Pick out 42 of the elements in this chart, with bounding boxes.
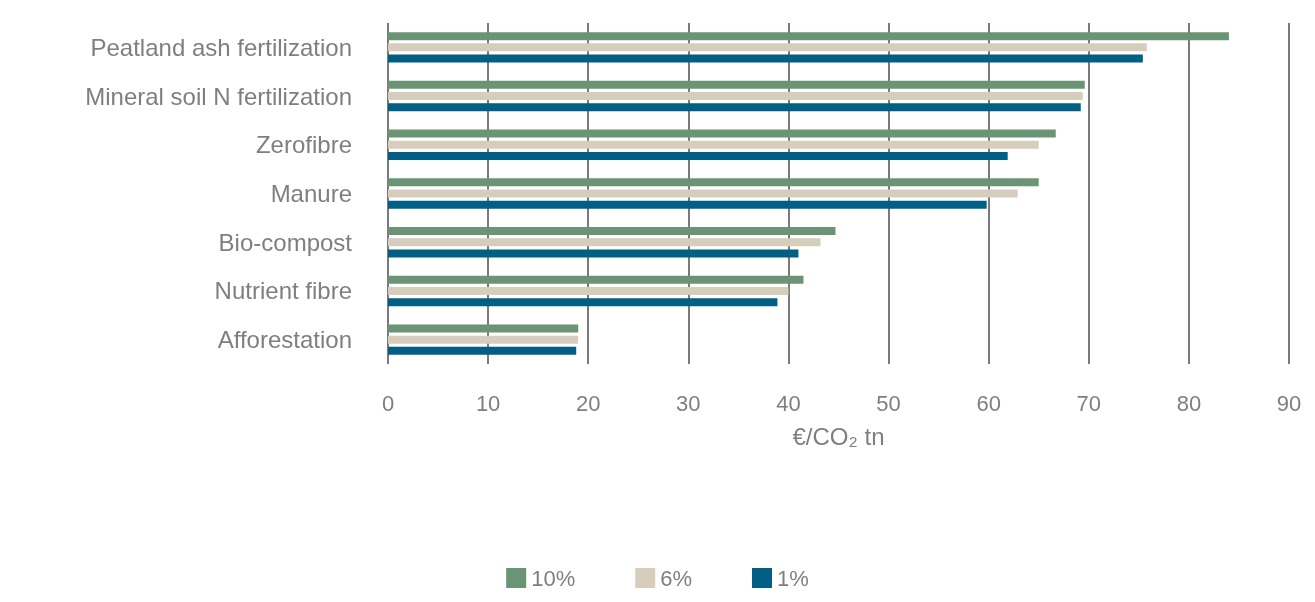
bar xyxy=(388,151,1008,160)
x-tick-label: 20 xyxy=(575,390,601,416)
bar xyxy=(388,238,821,247)
x-tick-label: 80 xyxy=(1176,390,1202,416)
bar xyxy=(388,80,1085,89)
bar xyxy=(388,54,1143,63)
bar xyxy=(388,178,1039,187)
legend-label: 10% xyxy=(531,565,576,591)
x-tick-label: 50 xyxy=(876,390,901,416)
bar xyxy=(388,103,1081,112)
x-tick-label: 0 xyxy=(381,390,395,416)
y-tick-label: Mineral soil N fertilization xyxy=(85,82,352,110)
x-tick-label: 70 xyxy=(1076,390,1102,416)
x-tick-label: 10 xyxy=(475,390,501,416)
bar xyxy=(388,43,1147,52)
y-tick-label: Zerofibre xyxy=(255,131,352,159)
y-tick-label: Bio-compost xyxy=(218,228,353,256)
bar xyxy=(388,189,1018,198)
bar xyxy=(388,129,1056,138)
bar xyxy=(388,32,1229,41)
bar xyxy=(388,346,577,355)
x-tick-label: 40 xyxy=(776,390,801,416)
legend-label: 1% xyxy=(777,565,809,591)
bar xyxy=(388,298,778,307)
bar xyxy=(388,249,799,258)
y-tick-label: Nutrient fibre xyxy=(214,277,352,305)
bar xyxy=(388,92,1083,101)
bar xyxy=(388,275,804,284)
bar xyxy=(388,227,836,236)
x-tick-label: 30 xyxy=(676,390,701,416)
x-tick-label: 90 xyxy=(1276,390,1302,416)
x-tick-label: 60 xyxy=(976,390,1001,416)
legend-label: 6% xyxy=(660,565,693,591)
y-tick-label: Peatland ash fertilization xyxy=(90,33,352,61)
bar xyxy=(388,200,987,209)
y-tick-label: Manure xyxy=(270,180,352,207)
bar xyxy=(388,324,579,333)
bar xyxy=(388,335,579,344)
x-axis-title: €/CO₂ tn xyxy=(792,422,885,450)
bar xyxy=(388,140,1039,149)
y-tick-label: Afforestation xyxy=(217,326,352,354)
bar xyxy=(388,286,789,295)
